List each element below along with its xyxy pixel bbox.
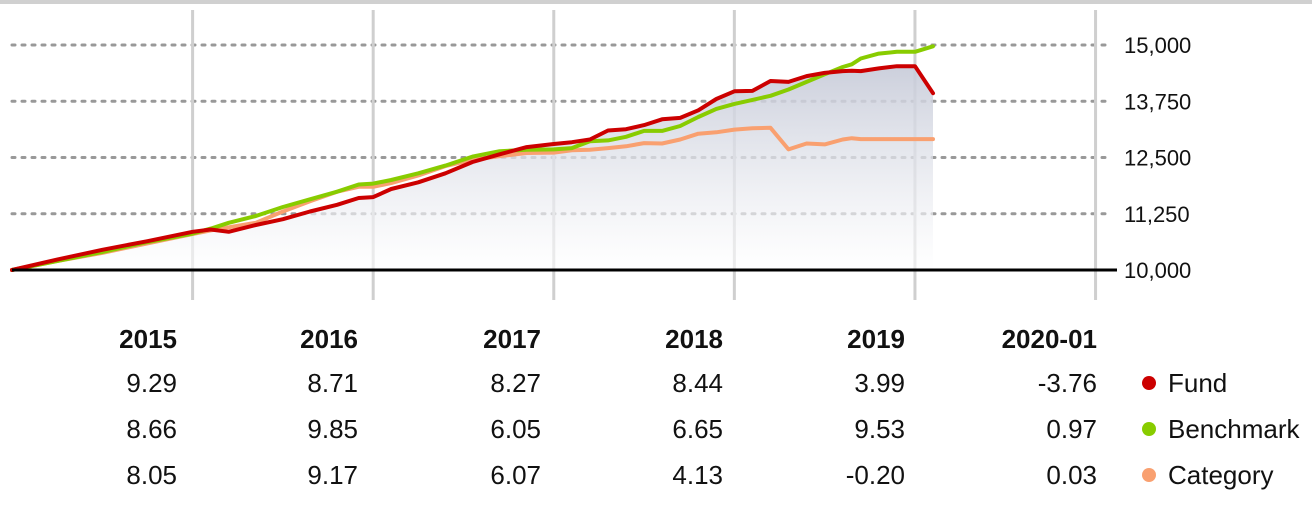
y-tick-label: 12,500 <box>1124 146 1191 171</box>
legend-label-fund: Fund <box>1168 368 1227 398</box>
year-header: 2017 <box>483 324 541 354</box>
year-header: 2020-01 <box>1002 324 1097 354</box>
year-header: 2015 <box>119 324 177 354</box>
return-cell-category: -0.20 <box>846 460 905 490</box>
legend-label-benchmark: Benchmark <box>1168 414 1300 444</box>
year-header: 2016 <box>300 324 358 354</box>
y-tick-labels: 10,000 11,250 12,500 13,750 15,000 <box>1124 33 1191 283</box>
return-cell-category: 8.05 <box>126 460 177 490</box>
return-cell-fund: 3.99 <box>854 368 905 398</box>
return-cell-category: 4.13 <box>672 460 723 490</box>
legend-marker-benchmark <box>1142 422 1156 436</box>
year-header: 2019 <box>847 324 905 354</box>
return-cell-category: 6.07 <box>490 460 541 490</box>
legend-marker-category <box>1142 468 1156 482</box>
return-cell-fund: -3.76 <box>1038 368 1097 398</box>
return-cell-category: 0.03 <box>1046 460 1097 490</box>
legend-label-category: Category <box>1168 460 1274 490</box>
series-line-category <box>10 125 935 272</box>
return-cell-fund: 8.71 <box>307 368 358 398</box>
return-cell-fund: 8.44 <box>672 368 723 398</box>
return-cell-benchmark: 6.05 <box>490 414 541 444</box>
legend-marker-fund <box>1142 376 1156 390</box>
y-tick-label: 15,000 <box>1124 33 1191 58</box>
return-cell-benchmark: 0.97 <box>1046 414 1097 444</box>
return-cell-benchmark: 9.53 <box>854 414 905 444</box>
return-cell-benchmark: 8.66 <box>126 414 177 444</box>
y-tick-label: 10,000 <box>1124 258 1191 283</box>
return-cell-benchmark: 6.65 <box>672 414 723 444</box>
annual-returns-table: 2015 2016 2017 2018 2019 2020-01 9.29 8.71 8.27 8… <box>119 324 1097 490</box>
legend: Fund Benchmark Category <box>1142 368 1300 490</box>
return-cell-fund: 9.29 <box>126 368 177 398</box>
y-tick-label: 11,250 <box>1124 202 1190 227</box>
return-cell-fund: 8.27 <box>490 368 541 398</box>
series-lines <box>10 44 935 272</box>
series-line-fund <box>10 64 935 272</box>
return-cell-benchmark: 9.85 <box>307 414 358 444</box>
return-cell-category: 9.17 <box>307 460 358 490</box>
y-tick-label: 13,750 <box>1124 89 1191 114</box>
year-header: 2018 <box>665 324 723 354</box>
